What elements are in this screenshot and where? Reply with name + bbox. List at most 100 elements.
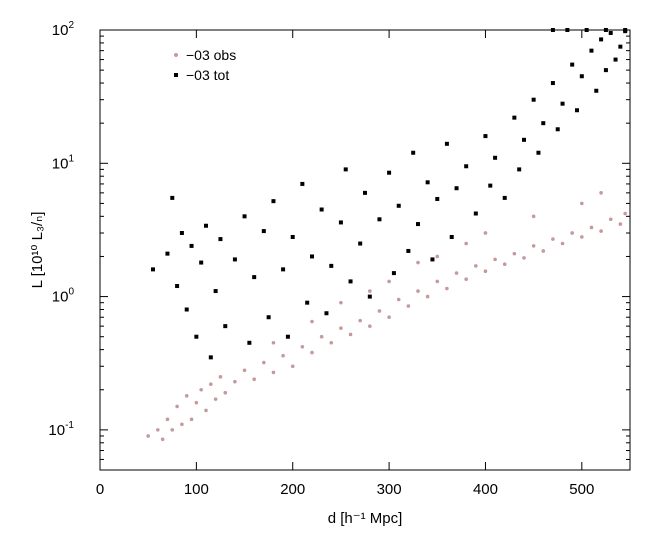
data-point-obs [339, 326, 343, 330]
x-tick-label: 300 [377, 481, 402, 498]
data-point-tot [473, 211, 478, 216]
data-point-obs [165, 417, 170, 422]
data-point-obs [199, 387, 203, 392]
data-point-obs [358, 318, 362, 323]
data-point-tot [589, 48, 594, 53]
data-point-obs [512, 251, 517, 256]
data-point-tot [204, 223, 208, 228]
data-point-obs [608, 217, 613, 222]
data-point-obs [522, 256, 526, 260]
data-point-tot [608, 30, 613, 35]
data-point-tot [266, 315, 271, 320]
plot-frame [99, 29, 631, 471]
data-point-tot [165, 251, 170, 256]
data-point-tot [310, 254, 314, 259]
data-point-obs [406, 304, 411, 308]
data-point-obs [310, 350, 314, 355]
data-point-obs [319, 334, 324, 339]
legend: −03 obs −03 tot [174, 47, 236, 83]
data-point-tot [522, 137, 526, 142]
obs-points-group [146, 191, 627, 442]
data-point-obs [368, 289, 372, 293]
data-point-tot [300, 181, 305, 186]
data-point-tot [531, 97, 536, 102]
data-point-obs [184, 394, 189, 398]
data-point-tot [599, 37, 604, 42]
data-point-obs [146, 434, 150, 438]
x-axis-label: d [h⁻¹ Mpc] [328, 510, 403, 527]
data-point-tot [512, 115, 517, 120]
data-point-tot [594, 88, 599, 93]
data-point-tot [555, 127, 560, 132]
data-point-obs [493, 257, 497, 262]
data-point-obs [570, 231, 574, 235]
data-point-obs [531, 214, 536, 219]
data-point-obs [551, 237, 555, 241]
data-point-tot [232, 257, 237, 262]
data-point-obs [445, 286, 449, 291]
data-point-tot [613, 57, 618, 62]
data-point-tot [387, 170, 392, 175]
data-point-obs [175, 404, 179, 409]
data-point-obs [589, 225, 594, 230]
data-point-obs [599, 229, 603, 233]
data-point-obs [262, 360, 266, 365]
data-point-tot [223, 324, 228, 329]
y-axis-label: L [10¹⁰ L₃/ₙ] [29, 212, 46, 289]
data-point-tot [406, 248, 411, 253]
data-point-tot [175, 284, 180, 289]
data-point-tot [179, 230, 184, 235]
data-point-obs [387, 279, 391, 284]
data-point-obs [454, 271, 459, 275]
legend-marker-obs [174, 53, 178, 57]
data-point-obs [348, 332, 353, 337]
data-point-tot [579, 74, 584, 79]
data-point-obs [213, 397, 218, 401]
x-tick-label: 0 [96, 481, 104, 498]
data-point-tot [560, 101, 565, 106]
data-point-obs [281, 353, 285, 358]
data-point-tot [488, 183, 493, 188]
legend-marker-tot [174, 73, 178, 77]
data-point-tot [517, 167, 522, 172]
data-point-tot [541, 121, 546, 126]
data-point-obs [387, 315, 391, 320]
data-point-obs [271, 341, 276, 345]
legend-label-obs: −03 obs [186, 47, 236, 63]
x-axis-ticks: 0 100 200 300 400 500 [96, 30, 594, 498]
data-point-tot [377, 217, 382, 222]
data-point-tot [343, 167, 348, 172]
data-point-obs [204, 408, 208, 413]
data-point-tot [391, 271, 396, 276]
data-point-tot [189, 243, 194, 248]
data-point-obs [368, 324, 372, 328]
data-point-tot [570, 62, 575, 67]
data-point-obs [416, 289, 420, 293]
data-point-tot [199, 260, 204, 265]
data-point-obs [560, 241, 565, 246]
data-point-obs [339, 300, 343, 305]
data-point-obs [435, 279, 440, 284]
data-point-obs [218, 375, 223, 379]
x-tick-label: 500 [569, 481, 594, 498]
data-point-obs [209, 382, 213, 387]
data-point-obs [233, 379, 237, 384]
data-point-obs [618, 222, 623, 226]
data-point-tot [305, 300, 310, 305]
data-point-obs [189, 417, 194, 422]
data-point-tot [281, 267, 286, 272]
data-point-tot [218, 237, 223, 242]
data-point-tot [363, 190, 367, 195]
data-point-tot [464, 164, 469, 169]
data-point-obs [156, 428, 160, 432]
data-point-obs [271, 370, 276, 375]
data-point-tot [242, 214, 247, 219]
data-point-tot [502, 195, 507, 200]
data-point-obs [290, 364, 295, 369]
data-point-tot [261, 229, 266, 234]
data-point-obs [623, 211, 627, 216]
data-point-tot [319, 207, 324, 212]
data-point-obs [310, 319, 314, 324]
data-point-obs [170, 428, 175, 432]
